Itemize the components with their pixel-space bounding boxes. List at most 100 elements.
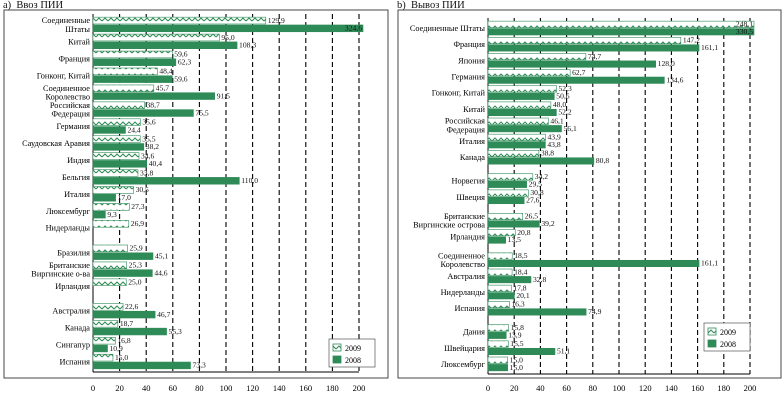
data-label: 147,2 xyxy=(683,36,700,45)
x-tick-label: 200 xyxy=(744,383,757,393)
bar-2008 xyxy=(92,160,148,168)
data-label: 35,6 xyxy=(142,117,155,126)
data-label: 62,3 xyxy=(178,58,191,67)
bar-2008 xyxy=(487,364,508,372)
x-tick-label: 0 xyxy=(486,383,490,393)
data-label: 56,1 xyxy=(563,124,576,133)
data-label: 16,8 xyxy=(117,336,130,345)
category-label: Соединенное xyxy=(43,84,90,93)
bar-2009 xyxy=(92,220,130,228)
bar-2008 xyxy=(487,236,506,244)
data-label: 9,3 xyxy=(107,210,117,219)
data-label: 129,9 xyxy=(268,16,285,25)
bar-2008 xyxy=(92,41,238,49)
data-label: 128,0 xyxy=(658,59,675,68)
bar-2008 xyxy=(92,126,126,134)
legend-swatch-2008 xyxy=(332,355,342,364)
x-tick-label: 180 xyxy=(326,383,339,393)
data-label: 25,3 xyxy=(129,261,142,270)
category-label: Федерация xyxy=(51,109,90,118)
x-tick-label: 100 xyxy=(613,383,626,393)
x-tick-label: 80 xyxy=(195,383,204,393)
data-label: 25,9 xyxy=(129,244,142,253)
bar-2009 xyxy=(487,189,529,197)
x-tick-label: 40 xyxy=(536,383,545,393)
data-label: 45,7 xyxy=(156,84,169,93)
bar-2008 xyxy=(92,58,177,66)
panel-a-title-text: Ввоз ПИИ xyxy=(16,0,64,11)
category-label: Российская xyxy=(445,117,485,126)
data-label: 324,6 xyxy=(345,24,362,33)
bar-2008 xyxy=(92,327,167,336)
bar-2008 xyxy=(92,210,106,219)
category-label: Испания xyxy=(60,358,91,367)
bar-2009 xyxy=(92,33,220,42)
category-label: Испания xyxy=(455,304,486,313)
bar-2008 xyxy=(487,157,595,165)
data-label: 15,0 xyxy=(115,353,128,362)
bar-2008 xyxy=(487,197,525,205)
category-label: Гонконг, Китай xyxy=(37,71,91,80)
x-tick-label: 0 xyxy=(91,383,95,393)
bar-2009 xyxy=(487,53,587,61)
bar-2009 xyxy=(487,252,513,260)
bar-2009 xyxy=(487,101,552,109)
category-label: Дания xyxy=(463,328,485,337)
x-tick-label: 60 xyxy=(562,383,571,393)
category-label: Германия xyxy=(57,122,91,131)
category-label: Сингапур xyxy=(56,341,90,350)
bar-2009 xyxy=(487,20,755,28)
bar-2009 xyxy=(92,84,155,93)
bar-2008 xyxy=(487,92,555,100)
category-label: Нидерланды xyxy=(441,288,486,297)
bar-2009 xyxy=(92,186,134,194)
data-label: 74,7 xyxy=(588,52,601,61)
bar-2009 xyxy=(92,353,114,362)
legend-label-2009: 2009 xyxy=(345,344,361,353)
category-label: Соединенное xyxy=(438,251,485,260)
bar-2008 xyxy=(487,180,527,188)
data-label: 26,5 xyxy=(525,212,538,221)
data-label: 18,7 xyxy=(120,319,133,328)
bar-2008 xyxy=(92,75,173,83)
x-tick-label: 140 xyxy=(273,383,286,393)
bar-2009 xyxy=(487,69,571,77)
bar-2009 xyxy=(487,300,510,309)
category-label: Китай xyxy=(463,105,485,114)
bar-2008 xyxy=(92,177,240,185)
data-label: 15,5 xyxy=(510,339,523,348)
panel-b-title-text: Вывоз ПИИ xyxy=(411,0,465,11)
category-label: Люксембург xyxy=(46,207,91,216)
data-label: 52,2 xyxy=(558,108,571,117)
data-label: 30,5 xyxy=(136,185,149,194)
plot-frame xyxy=(3,9,389,379)
bar-2008 xyxy=(92,252,154,260)
data-label: 16,3 xyxy=(511,300,524,309)
category-label: Ирландия xyxy=(450,232,485,241)
data-label: 32,8 xyxy=(533,275,546,284)
category-label: Британские xyxy=(444,212,485,221)
data-label: 52,3 xyxy=(559,84,572,93)
x-tick-label: 20 xyxy=(115,383,124,393)
bar-2009 xyxy=(92,101,145,109)
bar-2008 xyxy=(487,276,532,284)
data-label: 248,1 xyxy=(736,19,753,28)
legend-swatch-2009 xyxy=(332,343,342,352)
bar-2008 xyxy=(487,109,557,117)
bar-2009 xyxy=(487,268,513,276)
panel-a-label: a) xyxy=(3,0,12,11)
data-label: 10,9 xyxy=(109,344,122,353)
category-label: Бельгия xyxy=(62,173,90,182)
panel-b-label: b) xyxy=(397,0,406,11)
category-label: Норвегия xyxy=(452,177,486,186)
data-label: 48,0 xyxy=(553,100,566,109)
data-label: 59,6 xyxy=(174,74,187,83)
bar-2009 xyxy=(92,16,267,25)
data-label: 73,3 xyxy=(192,361,205,370)
legend-swatch-2009 xyxy=(707,327,717,336)
data-label: 80,8 xyxy=(596,156,609,165)
x-tick-label: 20 xyxy=(510,383,519,393)
bar-2008 xyxy=(92,361,191,370)
category-label: Королевство xyxy=(441,260,485,269)
bar-2008 xyxy=(487,60,656,68)
